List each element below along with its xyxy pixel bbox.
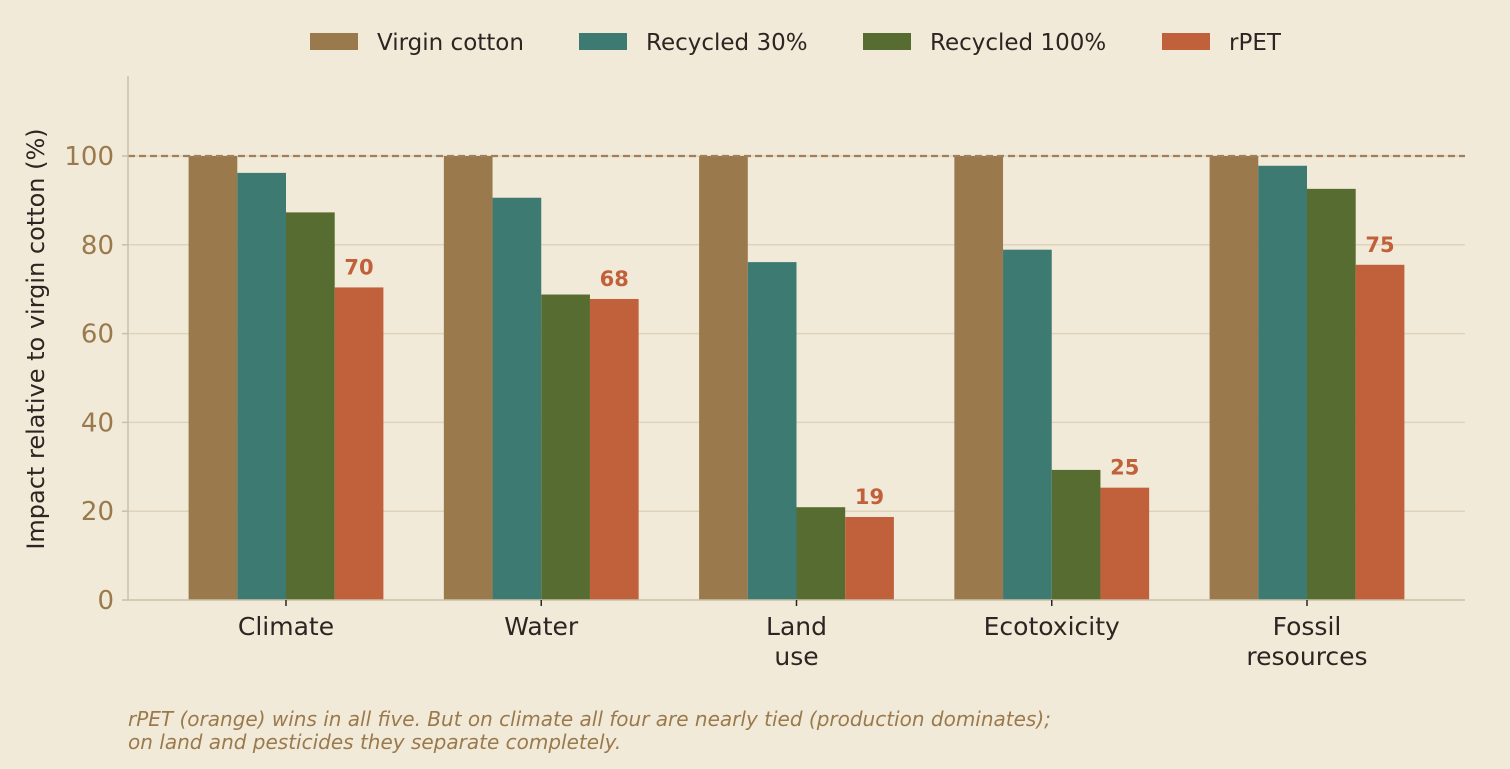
chart-caption: rPET (orange) wins in all five. But on c… [128, 708, 1428, 754]
y-tick-label: 100 [64, 142, 114, 172]
bar [1209, 156, 1259, 600]
legend-swatch [579, 33, 627, 50]
y-tick-label: 40 [81, 408, 114, 438]
data-label: 75 [1365, 233, 1394, 257]
x-tick-labels: Climate Water Land use Ecotoxicity Fossil reso… [238, 612, 1368, 671]
x-tick-label: Climate [238, 612, 334, 641]
bar [1355, 264, 1405, 600]
bars [188, 156, 1405, 600]
y-tick-label: 60 [81, 320, 114, 350]
x-tick-label: Fossil resources [1246, 612, 1367, 671]
bar [845, 516, 894, 600]
legend: Virgin cotton Recycled 30% Recycled 100% rP… [310, 30, 1282, 56]
x-tick-label: Water [504, 612, 579, 641]
legend-label: rPET [1229, 30, 1282, 56]
y-tick-label: 80 [81, 231, 114, 261]
legend-swatch [863, 33, 911, 50]
legend-label: Recycled 30% [646, 30, 808, 56]
bar [541, 294, 590, 600]
bar [1307, 188, 1356, 600]
data-labels: 70 68 19 25 75 [344, 233, 1394, 509]
data-label: 25 [1110, 456, 1139, 480]
legend-label: Recycled 100% [930, 30, 1106, 56]
bar [699, 156, 748, 600]
legend-swatch [310, 33, 358, 50]
bar [1258, 165, 1307, 600]
x-tick-label: Land use [766, 612, 827, 671]
data-label: 68 [600, 267, 629, 291]
bar [954, 156, 1004, 600]
bar [443, 156, 493, 600]
bar [1100, 487, 1150, 600]
bar [286, 212, 335, 600]
bar [237, 172, 286, 600]
caption-line: on land and pesticides they separate com… [128, 730, 622, 754]
bar [1003, 249, 1052, 600]
y-tick-label: 0 [97, 586, 114, 616]
axes [122, 76, 1465, 606]
y-tick-labels: 0 20 40 60 80 100 [64, 142, 114, 616]
caption-line: rPET (orange) wins in all five. But on c… [128, 707, 1051, 731]
bar [747, 262, 797, 600]
x-tick-label: Ecotoxicity [984, 612, 1120, 641]
bar [796, 507, 846, 600]
data-label: 70 [344, 255, 373, 279]
legend-swatch [1162, 33, 1210, 50]
data-label: 19 [855, 485, 884, 509]
bar [188, 156, 238, 600]
y-axis-label: Impact relative to virgin cotton (%) [22, 128, 50, 549]
bar [589, 298, 639, 600]
legend-label: Virgin cotton [377, 30, 524, 56]
bar [1051, 469, 1101, 600]
bar [334, 287, 384, 600]
bar [492, 197, 542, 600]
y-tick-label: 20 [81, 497, 114, 527]
